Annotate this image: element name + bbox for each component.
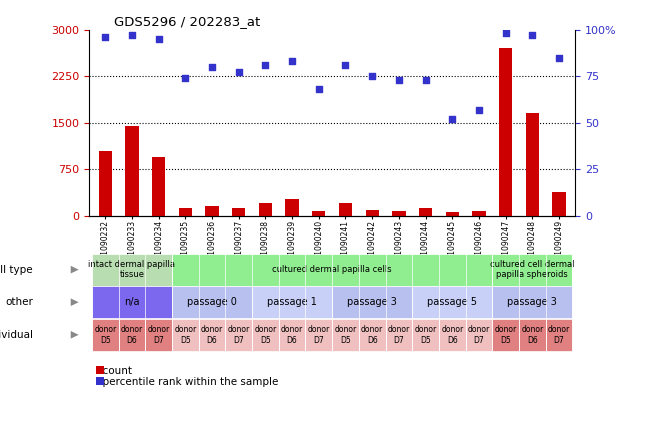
Text: passage 3: passage 3 [347,297,397,307]
Text: intact dermal papilla
tissue: intact dermal papilla tissue [89,260,175,279]
Text: passage 3: passage 3 [508,297,557,307]
Point [287,58,297,65]
Bar [178,208,192,216]
Point [260,62,271,69]
Bar [98,151,112,216]
Text: donor
D7: donor D7 [388,325,410,344]
Point [233,69,244,76]
Point [180,74,190,81]
Text: donor
D6: donor D6 [522,325,543,344]
Point [447,115,457,122]
Bar [473,211,486,216]
Point [367,73,377,80]
Point [393,77,404,83]
Text: donor
D5: donor D5 [175,325,196,344]
Text: donor
D6: donor D6 [361,325,383,344]
Text: cell type: cell type [0,265,33,275]
Point [153,36,164,42]
Text: percentile rank within the sample: percentile rank within the sample [96,376,278,387]
Bar [499,48,512,216]
Point [207,63,217,70]
Bar [419,208,432,216]
Text: donor
D5: donor D5 [414,325,437,344]
Bar [366,209,379,216]
Point [313,86,324,93]
Text: n/a: n/a [124,297,139,307]
Text: individual: individual [0,330,33,340]
Text: donor
D5: donor D5 [94,325,116,344]
Text: donor
D6: donor D6 [121,325,143,344]
Text: donor
D6: donor D6 [201,325,223,344]
Text: donor
D6: donor D6 [441,325,463,344]
Text: donor
D7: donor D7 [147,325,170,344]
Text: passage 1: passage 1 [267,297,317,307]
Point [420,77,431,83]
Point [127,32,137,38]
Text: donor
D5: donor D5 [334,325,357,344]
Text: GDS5296 / 202283_at: GDS5296 / 202283_at [114,16,260,28]
Bar [258,203,272,216]
Text: cultured cell dermal
papilla spheroids: cultured cell dermal papilla spheroids [490,260,574,279]
Bar [446,212,459,216]
Bar [525,113,539,216]
Text: other: other [5,297,33,307]
Bar [232,208,245,216]
Bar [126,126,139,216]
Text: passage 5: passage 5 [427,297,477,307]
Bar [553,192,566,216]
Text: donor
D6: donor D6 [281,325,303,344]
Text: donor
D7: donor D7 [307,325,330,344]
Text: donor
D5: donor D5 [254,325,276,344]
Text: donor
D7: donor D7 [548,325,570,344]
Point [340,62,351,69]
Point [500,30,511,37]
Bar [392,211,406,216]
Bar [286,199,299,216]
Point [554,54,564,61]
Point [474,106,485,113]
Text: donor
D7: donor D7 [227,325,250,344]
Bar [339,203,352,216]
Text: donor
D5: donor D5 [494,325,517,344]
Bar [206,206,219,216]
Text: cultured dermal papilla cells: cultured dermal papilla cells [272,265,392,274]
Point [100,34,110,41]
Text: passage 0: passage 0 [187,297,237,307]
Point [527,32,537,38]
Text: donor
D7: donor D7 [468,325,490,344]
Text: count: count [96,365,132,376]
Bar [152,157,165,216]
Bar [312,211,325,216]
